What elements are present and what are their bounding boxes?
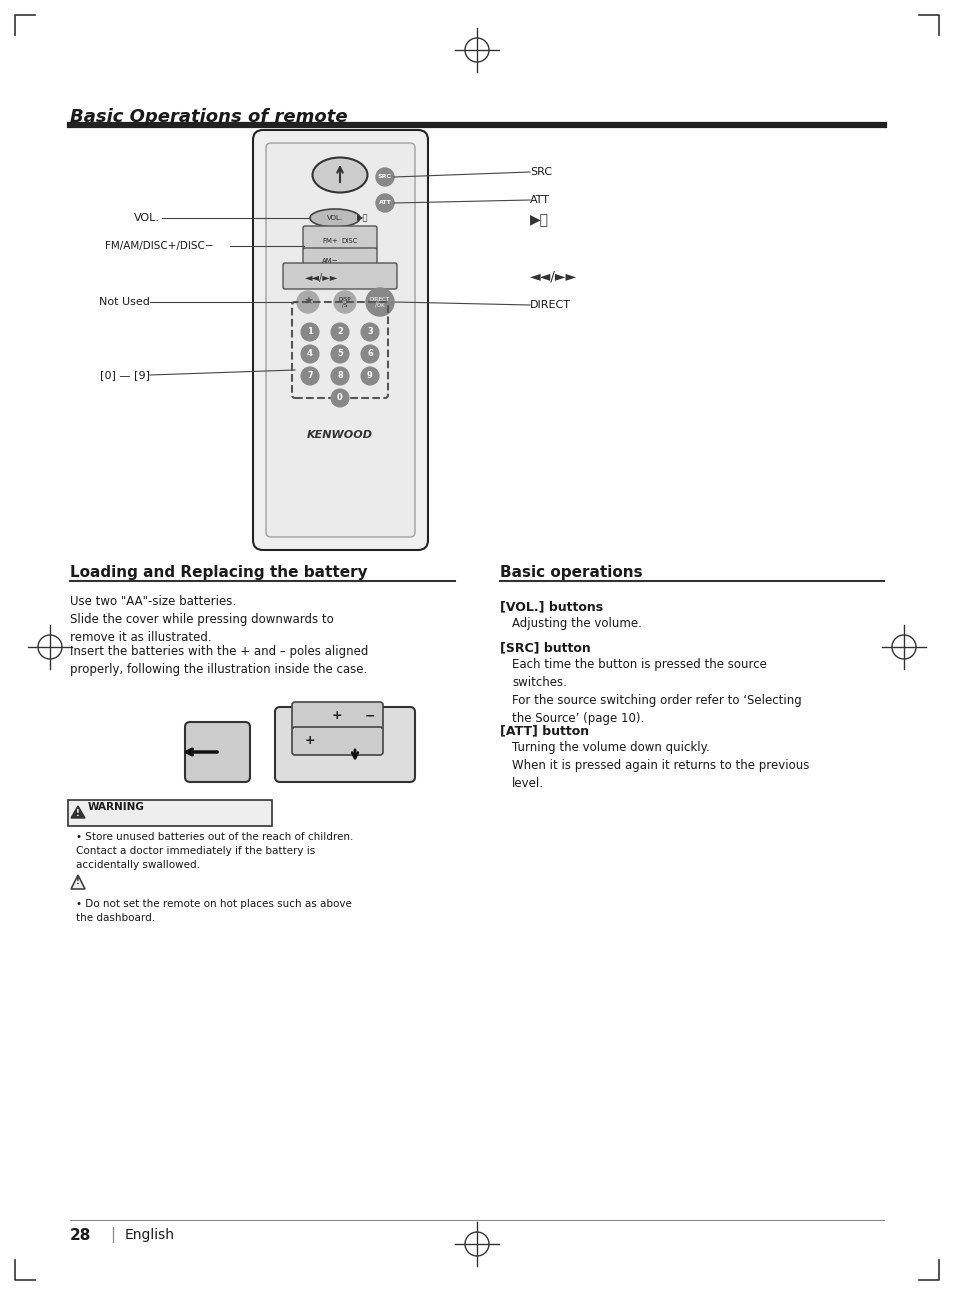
Text: VOL.: VOL.	[133, 214, 160, 223]
Text: WARNING: WARNING	[88, 802, 145, 813]
Text: Basic operations: Basic operations	[499, 565, 642, 580]
Text: Basic Operations of remote: Basic Operations of remote	[70, 107, 347, 126]
Text: VOL.: VOL.	[327, 215, 343, 221]
Polygon shape	[71, 806, 85, 818]
Text: ▶⏸: ▶⏸	[530, 214, 548, 226]
Text: ▶⏸: ▶⏸	[356, 214, 369, 223]
Polygon shape	[71, 875, 85, 889]
Circle shape	[360, 367, 378, 386]
Circle shape	[375, 168, 394, 186]
FancyBboxPatch shape	[253, 129, 428, 550]
Text: 4: 4	[307, 349, 313, 358]
Circle shape	[360, 324, 378, 342]
Text: Use two "AA"-size batteries.: Use two "AA"-size batteries.	[70, 595, 236, 608]
Text: +: +	[332, 709, 342, 722]
Text: !: !	[76, 810, 80, 819]
Text: DISP
/S: DISP /S	[338, 296, 351, 308]
Text: Slide the cover while pressing downwards to
remove it as illustrated.: Slide the cover while pressing downwards…	[70, 613, 334, 644]
Circle shape	[331, 324, 349, 342]
Text: 5: 5	[336, 349, 342, 358]
Text: ◄◄/►►: ◄◄/►►	[305, 273, 338, 283]
Circle shape	[366, 289, 394, 316]
Text: |: |	[110, 1227, 115, 1244]
Text: [0] — [9]: [0] — [9]	[100, 370, 150, 380]
Circle shape	[301, 324, 318, 342]
Circle shape	[331, 389, 349, 408]
Text: SRC: SRC	[377, 175, 392, 180]
Text: English: English	[125, 1228, 174, 1242]
Text: 6: 6	[367, 349, 373, 358]
Text: • Do not set the remote on hot places such as above
the dashboard.: • Do not set the remote on hot places su…	[76, 899, 352, 923]
Text: 3: 3	[367, 327, 373, 336]
Text: 1: 1	[307, 327, 313, 336]
Text: FM/AM/DISC+/DISC−: FM/AM/DISC+/DISC−	[105, 241, 213, 251]
Circle shape	[360, 345, 378, 364]
Text: DIRECT: DIRECT	[530, 300, 571, 311]
Circle shape	[301, 367, 318, 386]
Ellipse shape	[310, 210, 359, 226]
Text: [SRC] button: [SRC] button	[499, 641, 590, 653]
Text: Adjusting the volume.: Adjusting the volume.	[512, 617, 641, 630]
FancyBboxPatch shape	[185, 722, 250, 782]
Text: AM−: AM−	[321, 258, 338, 264]
Circle shape	[331, 367, 349, 386]
Text: ★: ★	[303, 298, 313, 307]
Text: FM+: FM+	[322, 238, 337, 245]
Text: ◄◄/►►: ◄◄/►►	[530, 270, 577, 283]
Text: 9: 9	[367, 371, 373, 380]
Text: ATT: ATT	[530, 195, 550, 204]
Circle shape	[331, 345, 349, 364]
FancyBboxPatch shape	[292, 703, 382, 730]
Text: Not Used: Not Used	[99, 298, 150, 307]
Circle shape	[301, 345, 318, 364]
Text: DISC: DISC	[341, 238, 357, 245]
Circle shape	[296, 291, 318, 313]
FancyBboxPatch shape	[266, 144, 415, 537]
Text: [ATT] button: [ATT] button	[499, 725, 589, 738]
FancyBboxPatch shape	[303, 248, 376, 270]
Text: Each time the button is pressed the source
switches.
For the source switching or: Each time the button is pressed the sour…	[512, 659, 801, 725]
Text: 0: 0	[336, 393, 342, 402]
Text: Loading and Replacing the battery: Loading and Replacing the battery	[70, 565, 367, 580]
Text: !: !	[76, 877, 80, 886]
Text: 7: 7	[307, 371, 313, 380]
Text: 2: 2	[336, 327, 342, 336]
Text: KENWOOD: KENWOOD	[307, 430, 373, 440]
Text: 28: 28	[70, 1228, 91, 1242]
FancyBboxPatch shape	[274, 707, 415, 782]
Ellipse shape	[313, 158, 367, 193]
Text: [VOL.] buttons: [VOL.] buttons	[499, 600, 602, 613]
Text: • Store unused batteries out of the reach of children.
Contact a doctor immediat: • Store unused batteries out of the reac…	[76, 832, 353, 870]
Text: Insert the batteries with the + and – poles aligned
properly, following the illu: Insert the batteries with the + and – po…	[70, 644, 368, 675]
FancyBboxPatch shape	[68, 800, 272, 826]
FancyBboxPatch shape	[303, 226, 376, 250]
Text: −: −	[364, 709, 375, 722]
FancyBboxPatch shape	[283, 263, 396, 289]
Text: DIRECT
/OK: DIRECT /OK	[370, 296, 390, 308]
Text: Turning the volume down quickly.
When it is pressed again it returns to the prev: Turning the volume down quickly. When it…	[512, 741, 808, 791]
Circle shape	[334, 291, 355, 313]
Text: 8: 8	[336, 371, 342, 380]
Circle shape	[375, 194, 394, 212]
FancyBboxPatch shape	[292, 727, 382, 754]
Text: +: +	[304, 735, 315, 748]
Text: ATT: ATT	[378, 201, 391, 206]
Text: SRC: SRC	[530, 167, 552, 177]
